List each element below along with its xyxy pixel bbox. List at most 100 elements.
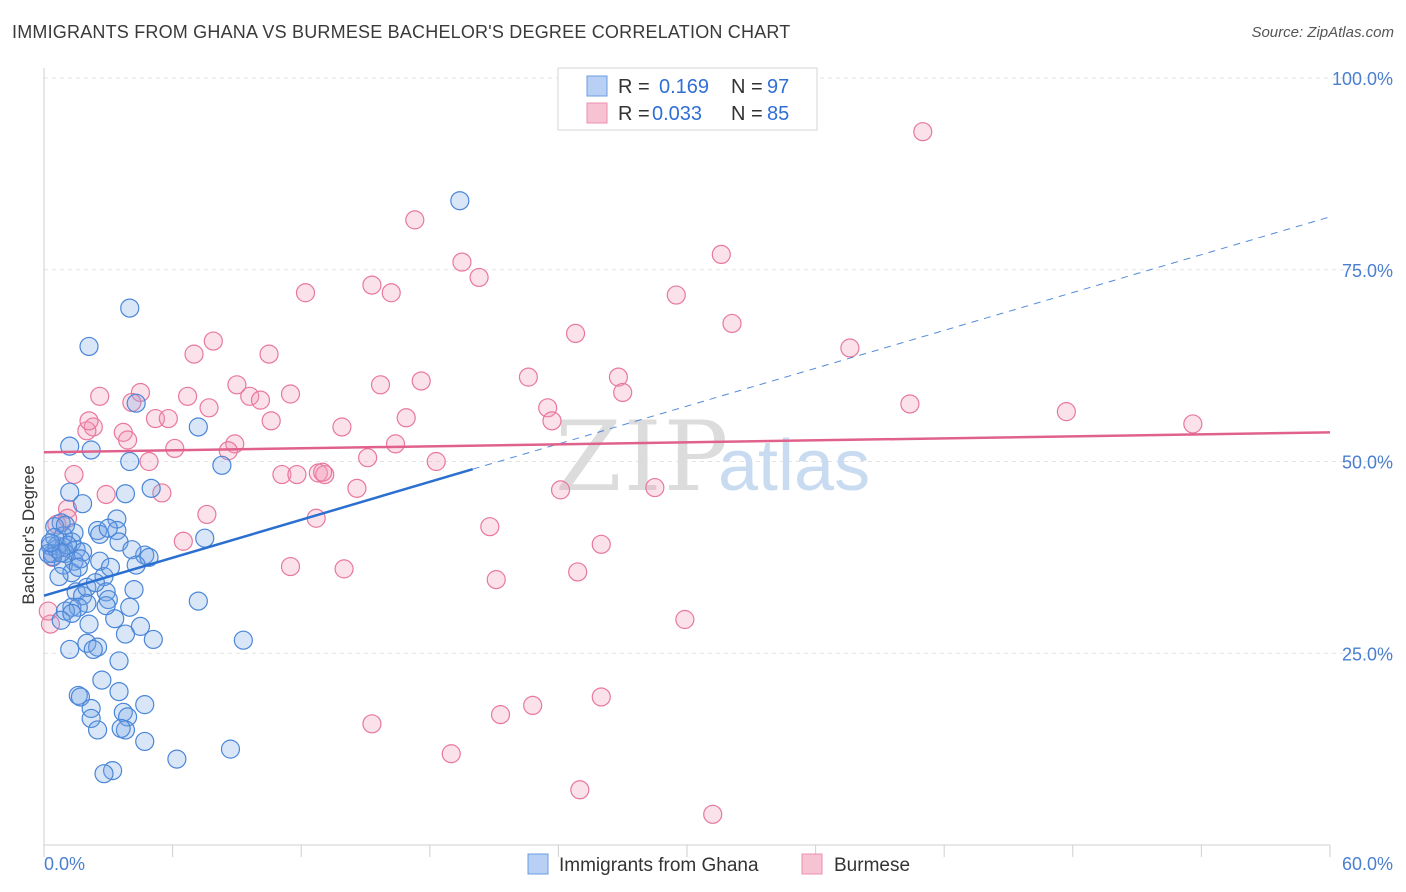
burmese-point [152,483,172,503]
burmese-point [1183,414,1203,434]
burmese-point [362,714,382,734]
ghana-point [220,739,241,759]
burmese-point [486,570,506,590]
ghana-point [188,591,208,611]
ghana-point [94,764,114,784]
ghana-point [195,528,215,548]
burmese-point [250,390,271,410]
burmese-point [184,344,204,364]
chart-title: IMMIGRANTS FROM GHANA VS BURMESE BACHELO… [12,22,791,42]
ghana-point [81,708,101,729]
burmese-point [287,464,307,485]
stats-r-label-ghana: R = [618,76,650,98]
burmese-point [173,531,193,551]
x-tick-label-min: 0.0% [44,854,85,874]
ghana-point [62,563,82,583]
burmese-point [411,371,431,391]
burmese-point [280,556,301,577]
burmese-point [523,695,543,716]
burmese-point [613,382,633,403]
burmese-point [441,744,461,764]
ghana-point [55,515,76,535]
ghana-point [120,597,140,617]
burmese-point [259,344,279,364]
series-legend: Immigrants from Ghana Burmese [527,853,910,876]
burmese-point [178,386,198,406]
stats-n-value-burmese: 85 [767,103,789,125]
burmese-point [313,462,333,482]
ghana-point [130,616,151,637]
ghana-point [120,451,140,472]
gridlines [44,77,1393,654]
burmese-point [518,367,538,387]
ghana-trend-line [43,467,474,597]
watermark-atlas: atlas [718,426,870,506]
legend-swatch-burmese [801,853,823,875]
ghana-point [115,624,136,644]
ghana-point [450,191,470,211]
burmese-point [722,313,742,334]
burmese-point [347,478,367,498]
trend-lines [43,216,1331,597]
y-axis-label: Bachelor's Degree [19,465,38,604]
burmese-point [240,386,260,406]
stats-legend-swatch-ghana [586,75,608,97]
burmese-point [452,252,472,272]
legend-swatch-ghana [527,853,549,875]
burmese-point [608,367,629,387]
ghana-point [72,494,93,514]
ghana-point [40,533,61,553]
ghana-point [92,670,112,690]
chart-source: Source: ZipAtlas.com [1251,24,1394,41]
burmese-point [900,394,920,414]
burmese-point [570,780,590,800]
ghana-point [143,629,163,650]
stats-legend-swatch-burmese [586,102,608,124]
ghana-point [111,718,131,739]
ghana-point [79,336,99,357]
ghana-point [51,610,71,630]
ghana-point [49,566,69,587]
ghana-point [212,455,232,475]
burmese-point [96,484,116,505]
burmese-point [490,705,511,725]
burmese-point [711,244,731,265]
burmese-point [396,408,416,428]
ghana-point [96,596,116,616]
burmese-point [90,386,110,406]
burmese-point [358,448,378,468]
burmese-point [568,562,588,582]
burmese-point [666,285,686,305]
burmese-point [385,434,406,454]
burmese-point [199,398,219,418]
burmese-point [840,338,860,358]
legend-label-ghana: Immigrants from Ghana [559,855,759,876]
stats-n-label-ghana: N = [731,76,763,98]
ghana-point [233,630,253,650]
burmese-point [64,464,84,485]
y-tick-label: 75.0% [1342,261,1393,281]
y-tick-label: 100.0% [1332,69,1393,89]
burmese-point [565,323,586,344]
burmese-point [272,464,292,485]
watermark: ZIP atlas [555,401,870,513]
y-tick-labels: 25.0% 50.0% 75.0% 100.0% [1332,69,1393,664]
ghana-point [83,639,103,660]
ghana-point [109,681,129,702]
y-tick-label: 50.0% [1342,453,1393,473]
ghana-point [62,603,82,623]
burmese-point [1056,402,1076,422]
burmese-point [79,411,99,431]
legend-label-burmese: Burmese [834,855,910,876]
watermark-zip: ZIP [555,401,730,513]
ghana-point [90,551,110,571]
stats-r-value-burmese: 0.033 [652,103,702,125]
ghana-point [51,543,71,563]
burmese-point [675,609,695,630]
ghana-point [135,695,155,715]
stats-n-value-ghana: 97 [767,76,789,98]
burmese-point [381,283,401,303]
burmese-point [332,417,352,437]
burmese-point [703,804,723,824]
